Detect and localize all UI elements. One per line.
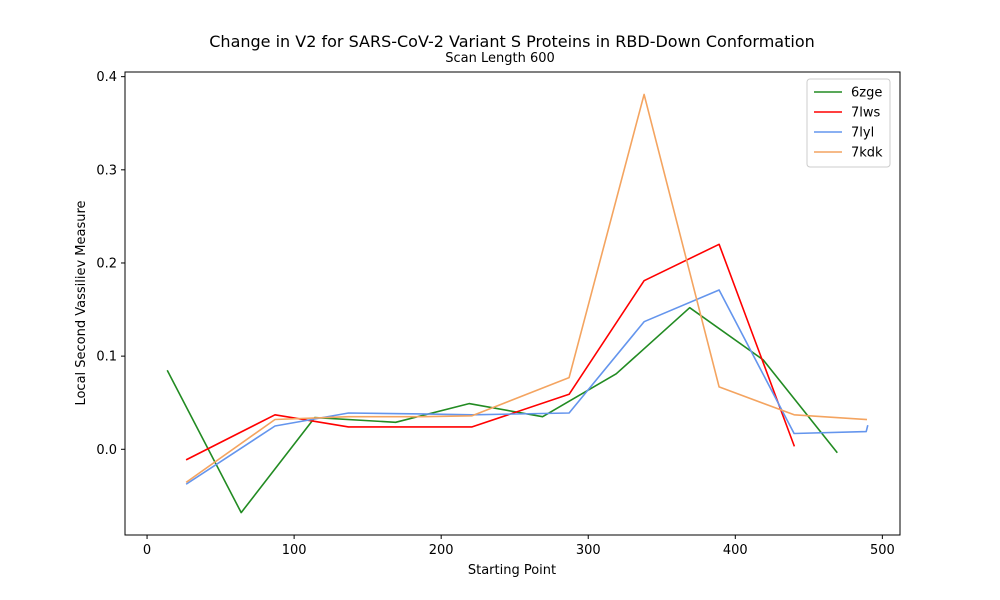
y-tick-label: 0.0 bbox=[96, 443, 117, 458]
y-axis-label: Local Second Vassiliev Measure bbox=[74, 200, 89, 405]
chart-subtitle: Scan Length 600 bbox=[445, 51, 555, 66]
x-tick-label: 300 bbox=[576, 543, 601, 558]
x-axis-label: Starting Point bbox=[468, 563, 556, 578]
legend-label-7lyl: 7lyl bbox=[851, 126, 874, 141]
x-tick-label: 500 bbox=[870, 543, 895, 558]
x-tick-label: 100 bbox=[282, 543, 307, 558]
y-axis: 0.0 0.1 0.2 0.3 0.4 bbox=[96, 70, 125, 458]
legend-label-6zge: 6zge bbox=[851, 86, 882, 101]
x-axis: 0 100 200 300 400 500 bbox=[143, 535, 895, 558]
x-tick-label: 400 bbox=[723, 543, 748, 558]
y-tick-label: 0.1 bbox=[96, 350, 117, 365]
plot-series bbox=[166, 93, 869, 514]
legend-label-7lws: 7lws bbox=[851, 106, 881, 121]
y-tick-label: 0.4 bbox=[96, 70, 117, 85]
legend-box bbox=[806, 78, 891, 168]
legend: 6zge 7lws 7lyl 7kdk bbox=[806, 78, 891, 168]
x-tick-label: 200 bbox=[429, 543, 454, 558]
y-tick-label: 0.3 bbox=[96, 163, 117, 178]
series-line-6zge bbox=[166, 306, 838, 514]
series-line-7kdk bbox=[185, 93, 868, 484]
legend-label-7kdk: 7kdk bbox=[851, 146, 883, 161]
chart-title: Change in V2 for SARS-CoV-2 Variant S Pr… bbox=[209, 32, 815, 51]
plot-frame bbox=[124, 71, 901, 536]
x-tick-label: 0 bbox=[143, 543, 151, 558]
y-tick-label: 0.2 bbox=[96, 256, 117, 271]
